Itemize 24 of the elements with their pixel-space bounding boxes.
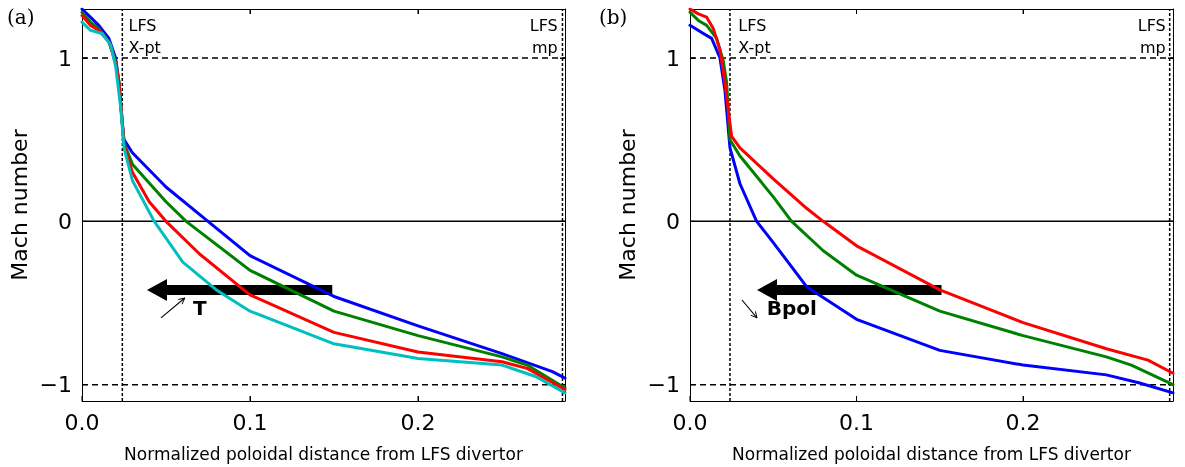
annotation: LFS X-pt xyxy=(128,14,161,59)
x-tick-label: 0.2 xyxy=(1005,409,1041,435)
annotation: LFS mp xyxy=(529,14,558,59)
x-axis-title: Normalized poloidal distance from LFS divertor xyxy=(124,443,523,464)
y-tick-label: −1 xyxy=(647,372,680,398)
annotation: T xyxy=(193,295,207,320)
x-tick-label: 0.0 xyxy=(672,409,708,435)
x-tick-label: 0.0 xyxy=(64,409,100,435)
annotation: LFS X-pt xyxy=(738,14,771,59)
chart-title: (b) xyxy=(599,5,628,29)
x-tick-label: 0.1 xyxy=(232,409,268,435)
annotation: LFS mp xyxy=(1137,14,1166,59)
y-axis-title: Mach number xyxy=(6,128,32,281)
y-tick-label: −1 xyxy=(39,372,72,398)
y-tick-label: 1 xyxy=(58,45,72,71)
x-tick-label: 0.2 xyxy=(400,409,436,435)
y-axis-title: Mach number xyxy=(614,128,640,281)
x-axis-title: Normalized poloidal distance from LFS divertor xyxy=(732,443,1131,464)
x-tick-label: 0.1 xyxy=(839,409,875,435)
chart-title: (a) xyxy=(7,5,35,29)
annotation: Bpol xyxy=(766,295,817,320)
y-tick-label: 1 xyxy=(666,45,680,71)
y-tick-label: 0 xyxy=(666,208,680,234)
y-tick-label: 0 xyxy=(58,208,72,234)
